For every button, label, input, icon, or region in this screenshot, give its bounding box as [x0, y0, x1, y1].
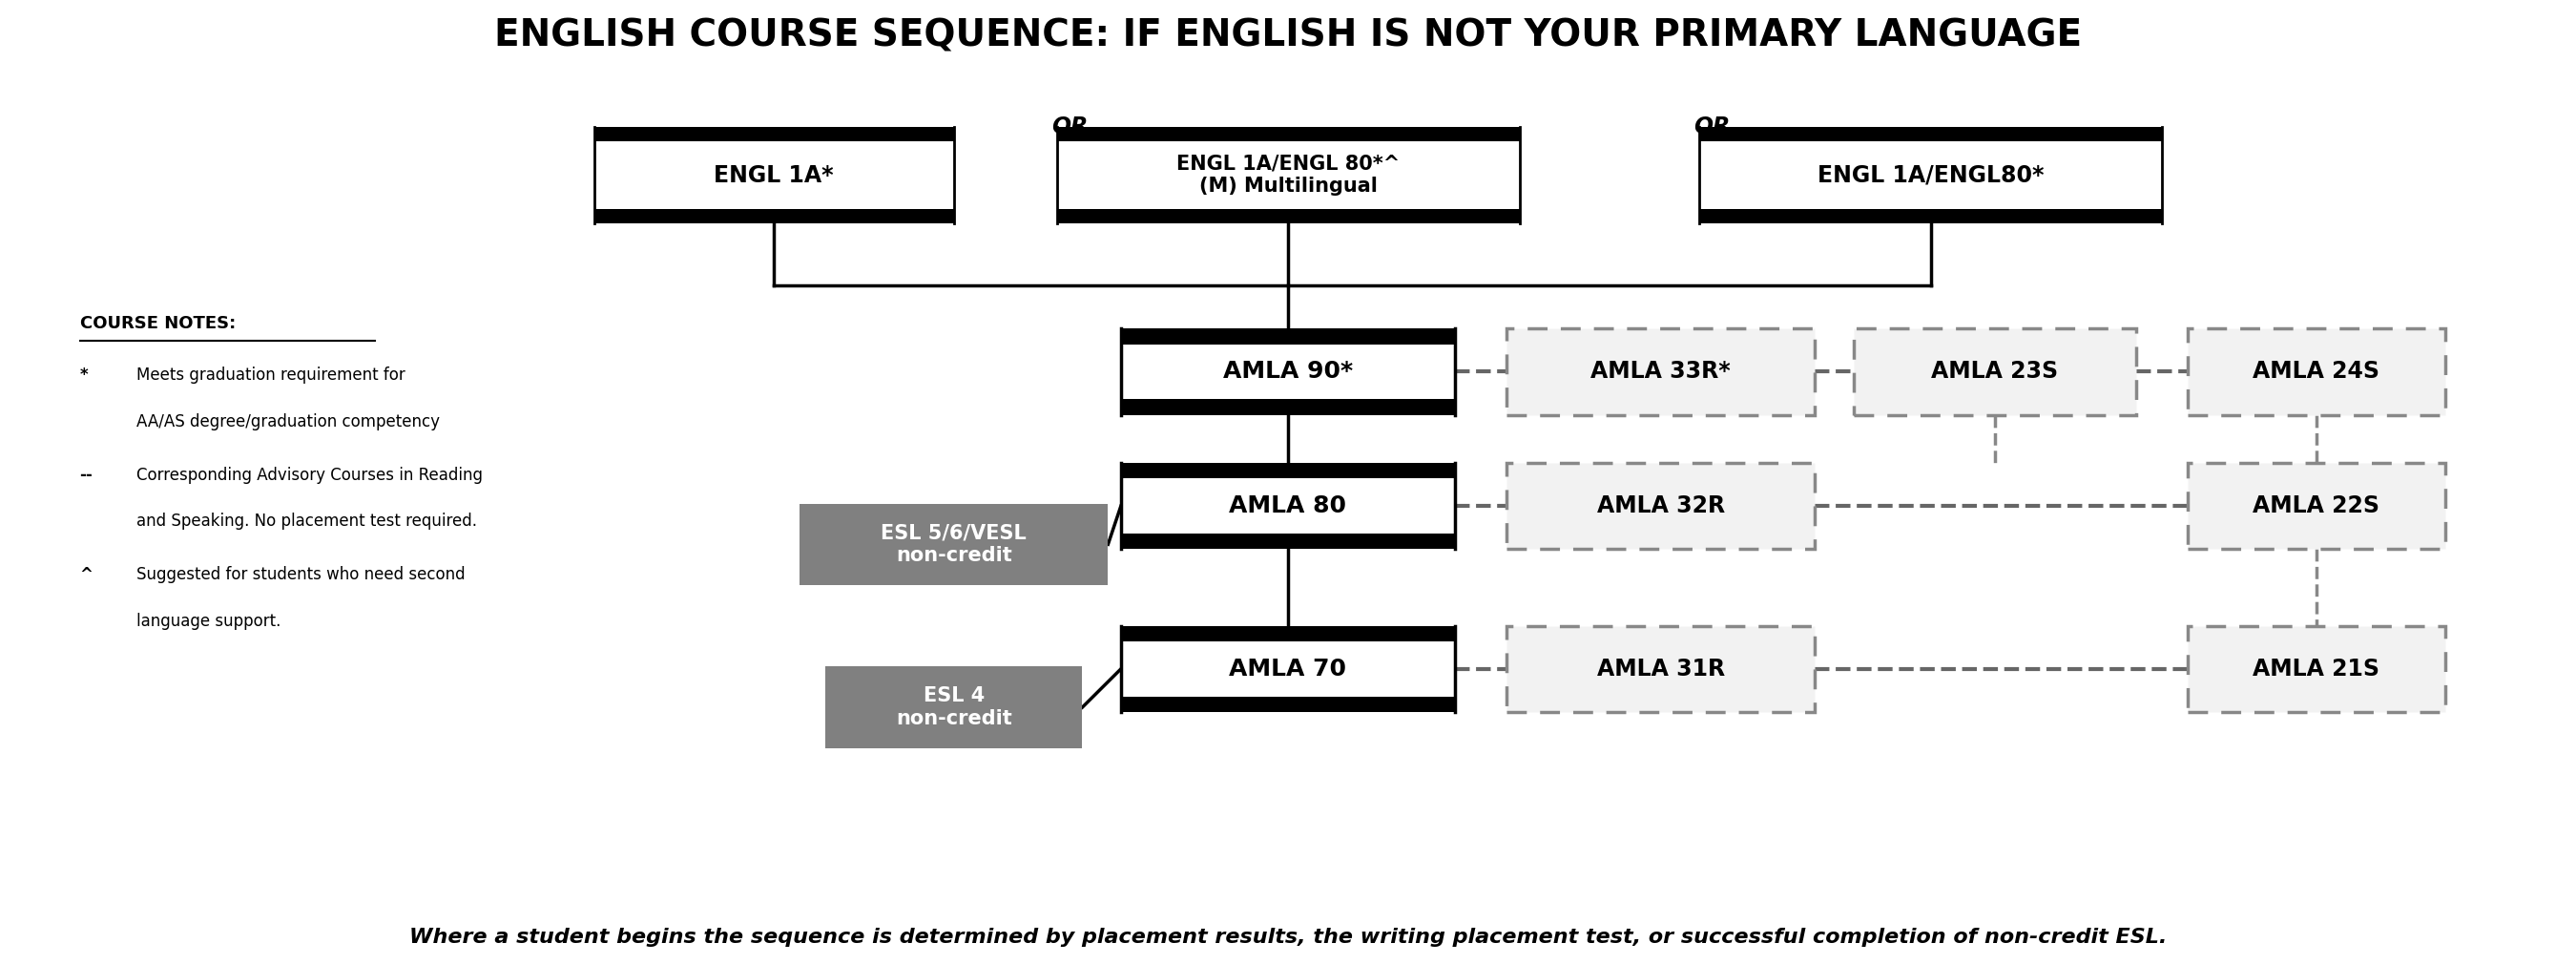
Text: AMLA 32R: AMLA 32R [1597, 495, 1726, 518]
Bar [595, 127, 953, 142]
Text: AMLA 70: AMLA 70 [1229, 657, 1347, 681]
Bar [595, 209, 953, 223]
Text: OR: OR [1051, 116, 1087, 139]
Bar [1121, 697, 1455, 712]
Bar [1056, 127, 1520, 223]
Text: AMLA 24S: AMLA 24S [2254, 361, 2380, 384]
Bar [1121, 626, 1455, 712]
Text: ESL 5/6/VESL
non-credit: ESL 5/6/VESL non-credit [881, 523, 1028, 565]
Text: AMLA 31R: AMLA 31R [1597, 657, 1726, 681]
Bar [1121, 463, 1455, 549]
Text: AA/AS degree/graduation competency: AA/AS degree/graduation competency [137, 413, 440, 430]
Text: COURSE NOTES:: COURSE NOTES: [80, 315, 234, 333]
Bar [1700, 127, 2161, 223]
Text: Suggested for students who need second: Suggested for students who need second [137, 567, 466, 583]
FancyBboxPatch shape [1507, 626, 1816, 712]
Text: language support.: language support. [137, 612, 281, 629]
FancyBboxPatch shape [2187, 463, 2445, 549]
Text: ENGL 1A/ENGL80*: ENGL 1A/ENGL80* [1819, 164, 2043, 187]
FancyBboxPatch shape [2187, 626, 2445, 712]
Text: *: * [80, 367, 88, 384]
Text: ^: ^ [80, 567, 93, 583]
Text: Where a student begins the sequence is determined by placement results, the writ: Where a student begins the sequence is d… [410, 927, 2166, 947]
FancyBboxPatch shape [1855, 329, 2136, 415]
Bar [1121, 463, 1455, 478]
Bar [1121, 534, 1455, 549]
Text: AMLA 80: AMLA 80 [1229, 495, 1347, 518]
Text: and Speaking. No placement test required.: and Speaking. No placement test required… [137, 513, 477, 530]
Bar [1121, 399, 1455, 415]
Bar [1700, 127, 2161, 142]
Text: AMLA 23S: AMLA 23S [1932, 361, 2058, 384]
Bar [799, 503, 1108, 585]
Bar [1121, 626, 1455, 641]
Text: AMLA 22S: AMLA 22S [2254, 495, 2380, 518]
Bar [1056, 127, 1520, 142]
Text: AMLA 90*: AMLA 90* [1224, 361, 1352, 384]
Text: Meets graduation requirement for: Meets graduation requirement for [137, 367, 404, 384]
Bar [1700, 209, 2161, 223]
Bar [1121, 329, 1455, 415]
Text: ENGL 1A*: ENGL 1A* [714, 164, 835, 187]
Text: --: -- [80, 467, 93, 484]
Text: Corresponding Advisory Courses in Reading: Corresponding Advisory Courses in Readin… [137, 467, 482, 484]
Text: ENGL 1A/ENGL 80*^
(M) Multilingual: ENGL 1A/ENGL 80*^ (M) Multilingual [1177, 154, 1399, 196]
Bar [1121, 329, 1455, 344]
Text: ENGLISH COURSE SEQUENCE: IF ENGLISH IS NOT YOUR PRIMARY LANGUAGE: ENGLISH COURSE SEQUENCE: IF ENGLISH IS N… [495, 18, 2081, 54]
Text: ESL 4
non-credit: ESL 4 non-credit [896, 686, 1012, 728]
FancyBboxPatch shape [1507, 329, 1816, 415]
FancyBboxPatch shape [2187, 329, 2445, 415]
Bar [1056, 209, 1520, 223]
Bar [595, 127, 953, 223]
Bar [824, 666, 1082, 748]
FancyBboxPatch shape [1507, 463, 1816, 549]
Text: OR: OR [1695, 116, 1731, 139]
Text: AMLA 33R*: AMLA 33R* [1592, 361, 1731, 384]
Text: AMLA 21S: AMLA 21S [2254, 657, 2380, 681]
